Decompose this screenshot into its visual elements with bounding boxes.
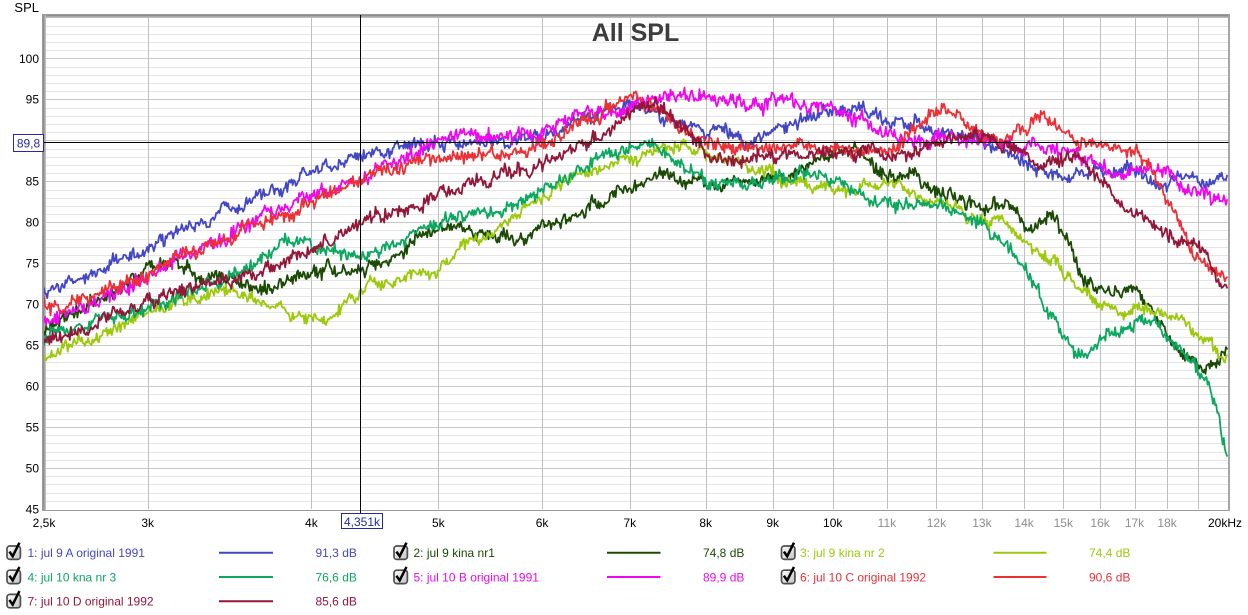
svg-text:3: jul 9 kina nr 2: 3: jul 9 kina nr 2	[800, 546, 885, 560]
svg-text:85,6 dB: 85,6 dB	[316, 595, 357, 609]
svg-text:6: jul 10 C original 1992: 6: jul 10 C original 1992	[800, 570, 926, 584]
svg-text:7k: 7k	[623, 516, 637, 530]
svg-text:16k: 16k	[1090, 516, 1110, 530]
svg-text:14k: 14k	[1014, 516, 1034, 530]
svg-text:11k: 11k	[878, 516, 897, 530]
svg-text:4,351k: 4,351k	[344, 515, 381, 529]
svg-text:45: 45	[26, 502, 40, 516]
svg-text:13k: 13k	[972, 516, 992, 530]
svg-text:55: 55	[26, 420, 40, 434]
svg-text:20kHz: 20kHz	[1208, 516, 1242, 530]
svg-text:7: jul 10 D original 1992: 7: jul 10 D original 1992	[28, 595, 154, 609]
svg-text:9k: 9k	[766, 516, 780, 530]
svg-text:SPL: SPL	[14, 0, 39, 15]
svg-text:4k: 4k	[305, 516, 319, 530]
svg-text:17k: 17k	[1125, 516, 1145, 530]
svg-text:4: jul 10 kna nr 3: 4: jul 10 kna nr 3	[28, 570, 117, 584]
svg-text:8k: 8k	[699, 516, 713, 530]
svg-text:74,8 dB: 74,8 dB	[703, 546, 744, 560]
svg-text:5k: 5k	[432, 516, 446, 530]
svg-text:12k: 12k	[927, 516, 947, 530]
svg-text:74,4 dB: 74,4 dB	[1089, 546, 1130, 560]
svg-text:2: jul 9 kina nr1: 2: jul 9 kina nr1	[414, 546, 496, 560]
svg-text:89,8: 89,8	[17, 137, 41, 151]
svg-text:15k: 15k	[1054, 516, 1074, 530]
svg-text:75: 75	[26, 257, 40, 271]
svg-text:5: jul 10 B original 1991: 5: jul 10 B original 1991	[414, 570, 540, 584]
svg-text:70: 70	[26, 298, 40, 312]
svg-text:2,5k: 2,5k	[33, 516, 57, 530]
svg-text:10k: 10k	[823, 516, 843, 530]
svg-text:80: 80	[26, 216, 40, 230]
svg-text:65: 65	[26, 339, 40, 353]
svg-text:89,9 dB: 89,9 dB	[703, 570, 744, 584]
svg-text:6k: 6k	[536, 516, 550, 530]
svg-text:76,6 dB: 76,6 dB	[316, 570, 357, 584]
svg-text:3k: 3k	[141, 516, 155, 530]
svg-text:1: jul 9 A original 1991: 1: jul 9 A original 1991	[28, 546, 146, 560]
svg-text:95: 95	[26, 93, 40, 107]
svg-text:60: 60	[26, 379, 40, 393]
svg-text:100: 100	[19, 52, 39, 66]
svg-text:50: 50	[26, 461, 40, 475]
svg-text:90,6 dB: 90,6 dB	[1089, 570, 1130, 584]
svg-text:85: 85	[26, 175, 40, 189]
svg-text:91,3 dB: 91,3 dB	[316, 546, 357, 560]
svg-text:18k: 18k	[1157, 516, 1177, 530]
svg-text:All SPL: All SPL	[592, 19, 680, 47]
